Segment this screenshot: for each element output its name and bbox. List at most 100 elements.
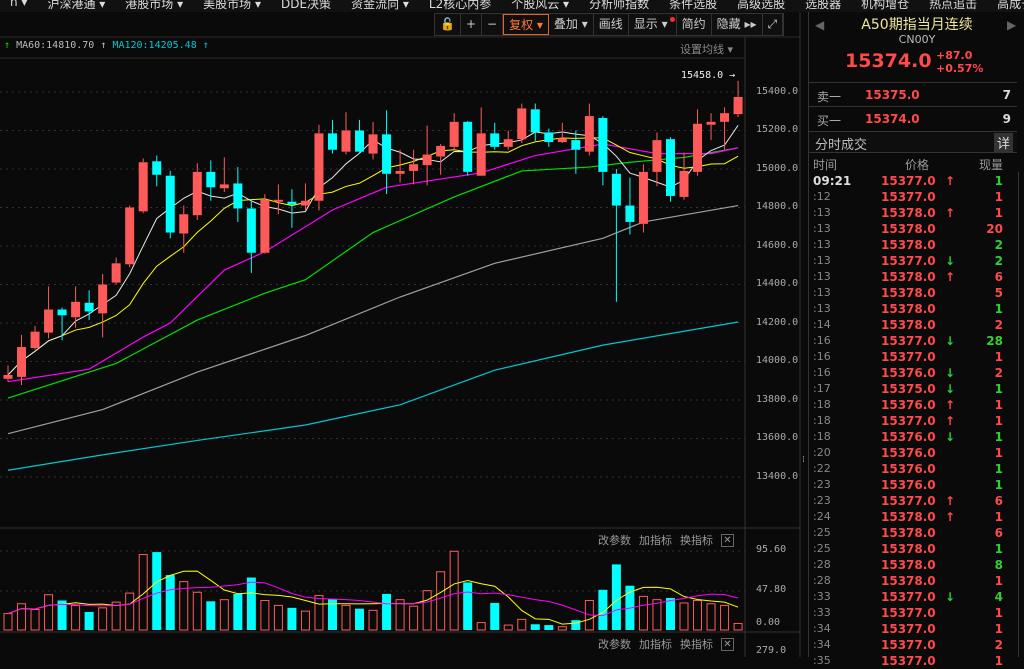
trade-price: 15378.0 [881, 510, 936, 524]
trade-qty: 1 [994, 510, 1003, 524]
menu-item[interactable]: 条件选股 [669, 0, 718, 11]
close-icon[interactable]: ✕ [721, 637, 734, 651]
volume-bar [611, 564, 621, 630]
display-dropdown[interactable]: 显示 ▾ [629, 14, 677, 35]
trade-qty: 2 [994, 318, 1003, 332]
simple-mode-button[interactable]: 简约 [677, 14, 712, 35]
menu-item[interactable]: L2核心内参 [428, 0, 492, 11]
trade-time: :34 [813, 638, 831, 651]
display-label: 显示 ▾ [633, 17, 668, 31]
candle-up [341, 130, 351, 152]
trade-row: :16 15376.0 ↓ 2 [809, 365, 1017, 381]
swap-indicator-button[interactable]: 换指标 [680, 534, 713, 547]
trade-price: 15376.0 [881, 366, 936, 380]
trade-qty: 2 [994, 238, 1003, 252]
ticks-scrollbar[interactable] [1018, 172, 1019, 657]
volume-bar [98, 607, 108, 631]
trade-qty: 1 [994, 542, 1003, 556]
trade-price: 15378.0 [881, 526, 936, 540]
volume-bar [693, 599, 703, 631]
candle-up [273, 199, 283, 202]
ma20-line [7, 143, 739, 383]
volume-bar [517, 618, 527, 631]
trade-row: :35 15377.0 1 [809, 653, 1017, 669]
edit-params-button[interactable]: 改参数 [598, 638, 631, 651]
candle-up [449, 121, 459, 147]
volume-bar [638, 595, 648, 631]
next-arrow-icon[interactable]: ▶ [1007, 18, 1017, 32]
candle-up [179, 214, 189, 234]
overlay-dropdown[interactable]: 叠加 ▾ [549, 14, 594, 35]
volume-bar [165, 575, 175, 630]
splitter-handle[interactable]: ⁞ [802, 455, 805, 465]
trade-row: :16 15377.0 ↓ 28 [809, 333, 1017, 349]
trade-direction-icon: ↑ [945, 174, 956, 188]
menu-item[interactable]: 选股器 [805, 0, 842, 11]
kline-chart[interactable] [0, 0, 808, 657]
menu-item[interactable]: 分析师指数 [589, 0, 650, 11]
trade-direction-icon: ↑ [945, 414, 956, 428]
price-tick: 13600.0 [756, 432, 799, 444]
candle-up [17, 347, 27, 377]
candle-up [98, 284, 108, 314]
fullscreen-icon[interactable]: ⤢ [763, 14, 784, 35]
prev-arrow-icon[interactable]: ◀ [815, 18, 825, 32]
trade-time: :23 [813, 478, 831, 491]
trade-time: :25 [813, 526, 831, 539]
top-menu: h ▾ 沪深港通 ▾ 港股市场 ▾ 美股市场 ▾ DDE决策 资金流向 ▾ L2核心内参 个股… [0, 0, 1024, 12]
menu-item[interactable]: 热点追击 [929, 0, 978, 11]
volume-bar [84, 611, 94, 630]
candle-up [368, 134, 378, 154]
trade-row: :20 15376.0 1 [809, 445, 1017, 461]
candle-up [409, 164, 419, 171]
trade-time: :33 [813, 606, 831, 619]
volume-bar [314, 595, 324, 631]
add-indicator-button[interactable]: 加指标 [639, 638, 672, 651]
trade-time: :34 [813, 622, 831, 635]
trade-price: 15378.0 [881, 286, 936, 300]
ma120-line [7, 321, 739, 471]
menu-item[interactable]: DDE决策 [280, 0, 332, 11]
close-icon[interactable]: ✕ [721, 533, 734, 547]
trade-time: :12 [813, 190, 831, 203]
menu-item[interactable]: 高级选股 [737, 0, 786, 11]
set-ma-dropdown[interactable]: 设置均线 ▾ [680, 43, 734, 56]
add-indicator-button[interactable]: 加指标 [639, 534, 672, 547]
trade-time: :16 [813, 334, 831, 347]
volume-bar [57, 600, 67, 630]
trade-row: :22 15376.0 1 [809, 461, 1017, 477]
trade-time: :20 [813, 446, 831, 459]
menu-item[interactable]: 机构增仓 [861, 0, 910, 11]
menu-item[interactable]: h ▾ [10, 0, 28, 9]
volume-bar [395, 599, 405, 631]
menu-item[interactable]: 美股市场 ▾ [203, 0, 261, 11]
trade-row: 09:21 15377.0 ↑ 1 [809, 173, 1017, 189]
trade-direction-icon: ↓ [945, 366, 956, 380]
edit-params-button[interactable]: 改参数 [598, 534, 631, 547]
swap-indicator-button[interactable]: 换指标 [680, 638, 713, 651]
candle-up [395, 170, 405, 174]
fuquan-dropdown[interactable]: 复权 ▾ [503, 14, 549, 35]
menu-item[interactable]: 高成长性 [997, 0, 1024, 11]
ticks-header: 分时成交 详 [809, 131, 1017, 153]
zoom-out-button[interactable]: − [482, 14, 504, 35]
detail-button[interactable]: 详 [993, 133, 1013, 152]
menu-item[interactable]: 沪深港通 ▾ [47, 0, 106, 11]
trade-qty: 1 [994, 398, 1003, 412]
lock-button[interactable]: 🔓 [435, 14, 461, 35]
zoom-in-button[interactable]: + [461, 14, 483, 35]
trade-qty: 1 [994, 574, 1003, 588]
hide-button[interactable]: 隐藏 ▸▸ [712, 14, 763, 35]
menu-item[interactable]: 资金流向 ▾ [351, 0, 409, 11]
candle-down [355, 130, 365, 152]
volume-ma10-line [7, 581, 739, 617]
price-tick: 14800.0 [756, 201, 799, 213]
price-tick: 15400.0 [756, 86, 799, 97]
trade-price: 15377.0 [881, 174, 936, 188]
trade-price: 15377.0 [881, 590, 936, 604]
trade-row: :13 15378.0 5 [809, 285, 1017, 301]
menu-item[interactable]: 港股市场 ▾ [125, 0, 184, 11]
menu-item[interactable]: 个股风云 ▾ [511, 0, 570, 11]
draw-line-button[interactable]: 画线 [594, 14, 629, 35]
trade-direction-icon: ↓ [945, 254, 956, 268]
